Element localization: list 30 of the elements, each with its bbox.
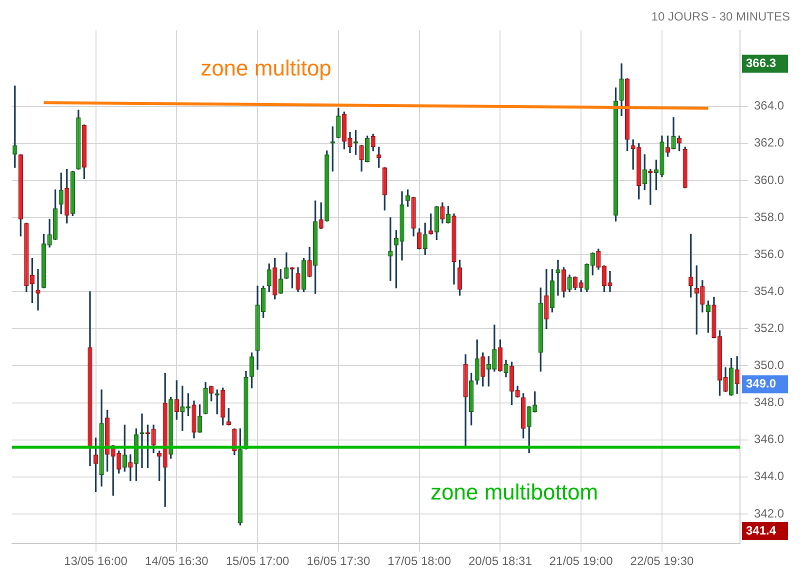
text: 366.3: [746, 56, 776, 70]
series-label: zone multitop: [200, 55, 332, 80]
y-tick-label: 358.0: [754, 210, 784, 224]
x-tick-label: 20/05 18:31: [468, 554, 532, 568]
y-tick-label: 350.0: [754, 358, 784, 372]
x-tick-label: 15/05 17:00: [226, 554, 290, 568]
candlestick: [556, 260, 560, 296]
x-tick-label: 21/05 19:00: [549, 554, 614, 568]
y-tick-label: 362.0: [754, 136, 784, 150]
chart-title: 10 JOURS - 30 MINUTES: [651, 10, 790, 24]
y-tick-label: 352.0: [754, 321, 784, 335]
ref-line-label: zone multibottom: [430, 479, 598, 504]
y-tick-label: 344.0: [754, 469, 784, 484]
x-tick-label: 16/05 17:30: [306, 554, 370, 568]
y-tick-label: 360.0: [754, 172, 784, 187]
y-tick-label: 348.0: [754, 395, 784, 410]
candlestick: [388, 217, 393, 281]
y-tick-label: 342.0: [754, 506, 784, 520]
candlestick: [128, 454, 133, 481]
x-tick-label: 13/05 16:00: [64, 554, 128, 568]
text: 341.4: [746, 523, 776, 538]
y-tick-label: 354.0: [754, 284, 784, 298]
x-tick-label: 17/05 18:00: [388, 554, 452, 568]
candlestick: [36, 269, 40, 310]
text: 349.0: [746, 376, 776, 391]
y-tick-label: 346.0: [754, 432, 784, 446]
x-tick-label: 22/05 19:30: [630, 554, 694, 568]
x-tick-label: 14/05 16:30: [144, 554, 209, 568]
y-tick-label: 356.0: [754, 246, 784, 261]
y-tick-label: 364.0: [754, 98, 784, 113]
